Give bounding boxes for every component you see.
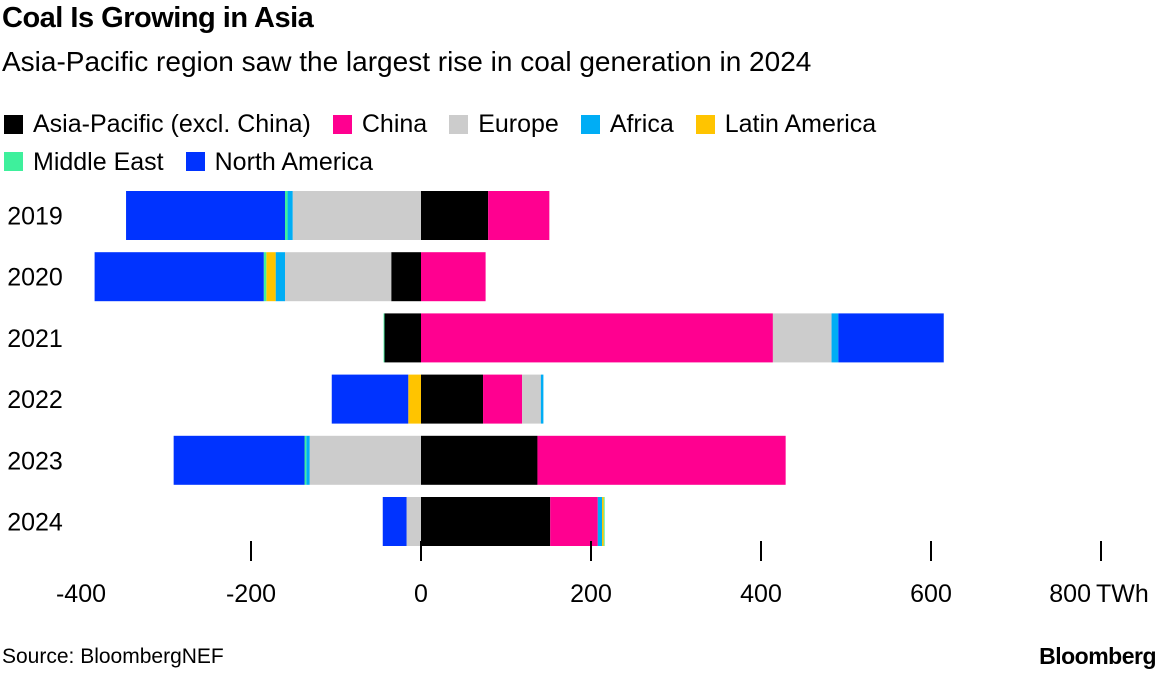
bar-segment [421, 252, 486, 302]
legend-swatch [332, 114, 352, 134]
bar-segment [173, 435, 305, 485]
bar-segment [421, 313, 773, 363]
bar-segment [421, 497, 551, 546]
legend-label: Asia-Pacific (excl. China) [33, 110, 311, 138]
bar-segment [540, 374, 544, 424]
bar-segment [94, 252, 264, 302]
year-label: 2022 [7, 386, 63, 414]
x-tick-label: -400 [56, 580, 106, 608]
legend-item: Middle East [4, 144, 164, 180]
bar-segment [602, 497, 604, 546]
source-note: Source: BloombergNEF [2, 645, 224, 668]
legend-label: China [361, 110, 428, 138]
bar-segment [421, 374, 484, 424]
legend-swatch [4, 114, 23, 134]
bar-segment [285, 191, 288, 240]
bloomberg-logo: Bloomberg [1039, 643, 1156, 669]
bar-segment [603, 497, 605, 546]
legend-label: Africa [609, 110, 674, 138]
bar-segment [408, 374, 421, 424]
bar-segment [331, 374, 409, 424]
bar-segment [383, 313, 385, 363]
bar-segment [550, 497, 598, 546]
year-label: 2021 [7, 325, 63, 353]
bar-segment [309, 435, 421, 485]
x-tick-label: -200 [226, 580, 276, 608]
bar-segment [285, 252, 392, 302]
x-tick-label: 800 [1049, 580, 1091, 608]
bar-segment [831, 313, 839, 363]
year-label: 2024 [7, 509, 63, 537]
legend-swatch [4, 152, 23, 171]
bar-segment [421, 191, 489, 240]
bar-segment [292, 191, 421, 240]
bar-segment [275, 252, 285, 302]
bar-segment [263, 252, 267, 302]
legend-item: Africa [580, 106, 674, 142]
bar-segment [772, 313, 832, 363]
bar-segment [406, 497, 421, 546]
legend-swatch [580, 114, 600, 134]
legend-label: North America [214, 147, 374, 176]
year-label: 2023 [7, 447, 63, 475]
x-tick-label: 600 [910, 580, 952, 608]
bar-segment [306, 435, 310, 485]
legend: Asia-Pacific (excl. China) China Europe Afr… [4, 106, 1104, 181]
bar-segment [522, 374, 541, 424]
bar-segment [537, 435, 786, 485]
legend-label: Latin America [724, 110, 877, 138]
legend-swatch [449, 114, 469, 134]
bar-segment [391, 252, 421, 302]
legend-label: Middle East [33, 147, 164, 176]
legend-swatch [695, 114, 715, 134]
legend-item: Latin America [695, 106, 877, 142]
x-tick-label: 0 [414, 580, 428, 608]
legend-item: Europe [449, 106, 559, 142]
bar-segment [488, 191, 550, 240]
year-label: 2020 [7, 264, 63, 292]
bar-segment [287, 191, 293, 240]
bar-segment [384, 313, 421, 363]
legend-swatch [185, 152, 205, 171]
year-label: 2019 [7, 203, 63, 231]
bar-segment [126, 191, 285, 240]
legend-item: North America [185, 144, 374, 180]
bar-segment [421, 435, 538, 485]
x-axis-unit: TWh [1096, 580, 1149, 608]
bar-segment [304, 435, 307, 485]
x-tick-label: 400 [740, 580, 782, 608]
bar-segment [597, 497, 603, 546]
chart-subtitle: Asia-Pacific region saw the largest rise… [2, 46, 812, 77]
bar-segment [382, 497, 407, 546]
legend-item: China [332, 106, 428, 142]
x-tick-label: 200 [570, 580, 612, 608]
chart-title: Coal Is Growing in Asia [2, 2, 314, 34]
legend-item: Asia-Pacific (excl. China) [4, 106, 311, 142]
bar-segment [266, 252, 276, 302]
bar-segment [483, 374, 523, 424]
bar-segment [838, 313, 944, 363]
legend-label: Europe [478, 110, 559, 138]
